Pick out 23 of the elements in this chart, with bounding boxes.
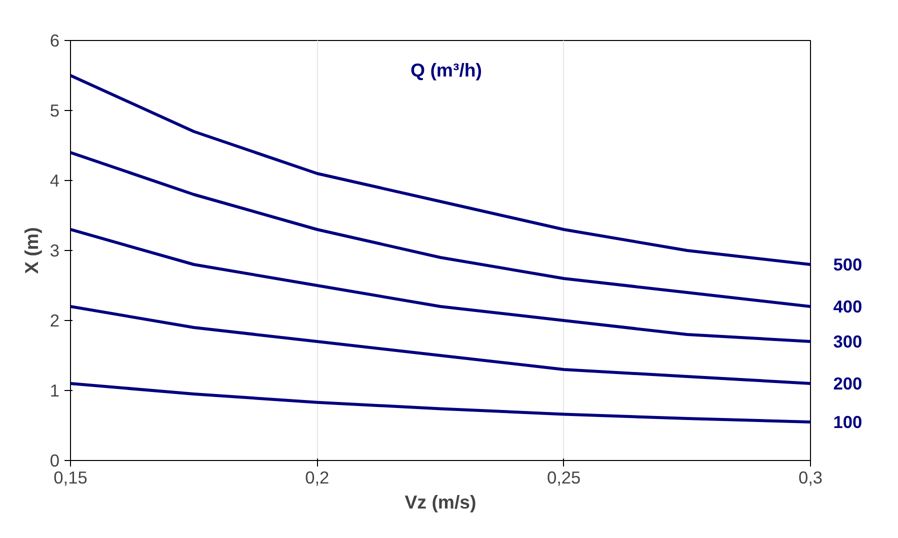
x-tick-label: 0,3: [798, 468, 823, 488]
line-series: [70, 382, 810, 424]
x-tick-label: 0,2: [305, 468, 330, 488]
series-label: 100: [833, 412, 862, 432]
x-axis-title: Vz (m/s): [404, 492, 476, 512]
x-tick-label: 0,15: [54, 468, 88, 488]
y-tick-label: 2: [50, 310, 60, 330]
series-label: 400: [833, 296, 862, 316]
x-tick-label: 0,25: [546, 468, 581, 488]
y-tick-label: 4: [50, 170, 60, 190]
y-tick-label: 0: [50, 450, 60, 470]
line-series: [70, 151, 810, 308]
series-label: 300: [833, 332, 862, 352]
line-series: [70, 305, 810, 385]
line-series: [70, 228, 810, 343]
y-tick-label: 6: [50, 30, 60, 50]
annotation: Q (m³/h): [410, 60, 482, 80]
y-tick-label: 1: [50, 380, 60, 400]
y-tick-label: 5: [50, 100, 60, 120]
y-axis-title: X (m): [20, 227, 42, 274]
series-label: 200: [833, 374, 862, 394]
series-label: 500: [833, 254, 862, 274]
y-tick-label: 3: [50, 240, 60, 260]
